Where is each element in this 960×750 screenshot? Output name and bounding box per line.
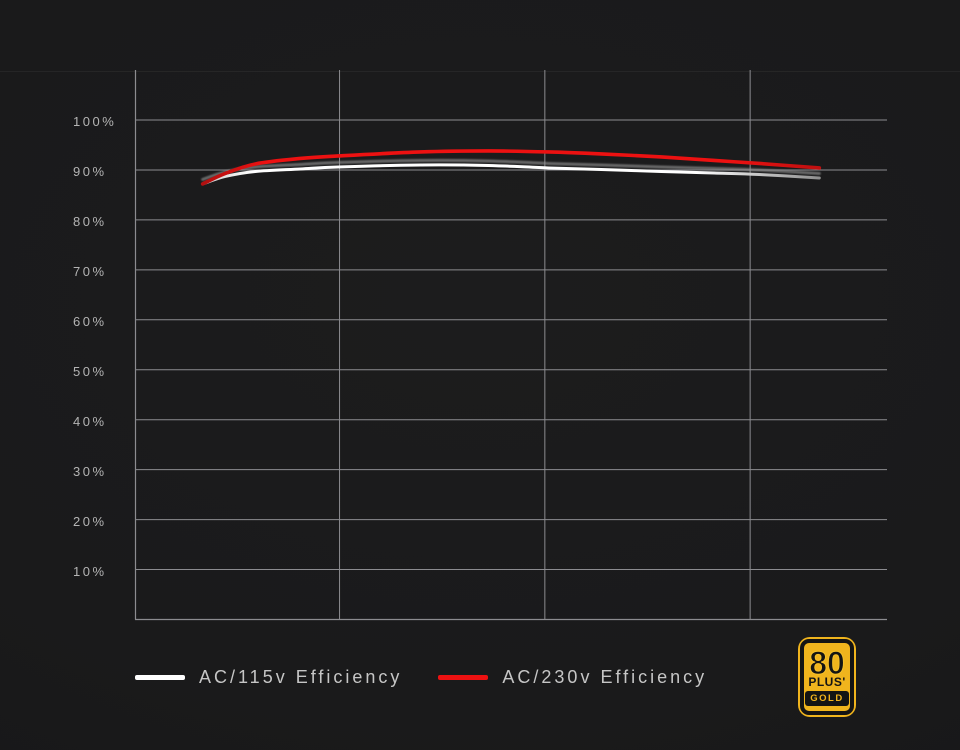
chart-legend: AC/115v Efficiency AC/230v Efficiency	[135, 664, 707, 690]
badge-number: 80	[809, 648, 845, 678]
badge-gold-pill: GOLD	[805, 691, 849, 706]
efficiency-curve-ac115v	[201, 163, 821, 186]
badge-tier-label: GOLD	[810, 692, 844, 704]
y-axis-label: 30%	[73, 463, 107, 479]
legend-swatch-ac115v	[135, 674, 185, 680]
badge-plus-label: PLUS'	[808, 675, 846, 689]
efficiency-curve-ac230v	[200, 149, 822, 186]
y-axis-label: 40%	[73, 413, 107, 429]
y-axis-label: 70%	[73, 263, 107, 279]
y-axis-label: 80%	[73, 213, 107, 229]
badge-80plus-gold-inner: 80 PLUS' GOLD	[800, 639, 854, 715]
legend-item-ac230v: AC/230v Efficiency	[438, 667, 707, 688]
y-axis-label: 100%	[73, 114, 117, 129]
legend-item-ac115v: AC/115v Efficiency	[135, 667, 402, 688]
y-axis-label: 20%	[73, 513, 107, 529]
y-axis-label: 60%	[73, 313, 107, 329]
legend-label-ac115v: AC/115v Efficiency	[199, 666, 403, 687]
top-divider-line	[0, 71, 960, 72]
legend-swatch-ac230v	[438, 674, 489, 680]
y-axis-label: 10%	[73, 563, 107, 579]
badge-80plus-gold: 80 PLUS' GOLD	[798, 637, 856, 717]
legend-label-ac230v: AC/230v Efficiency	[502, 666, 708, 687]
badge-number-graphic: 80	[809, 648, 846, 678]
y-axis-label: 90%	[73, 163, 107, 179]
y-axis-label: 50%	[73, 363, 107, 379]
